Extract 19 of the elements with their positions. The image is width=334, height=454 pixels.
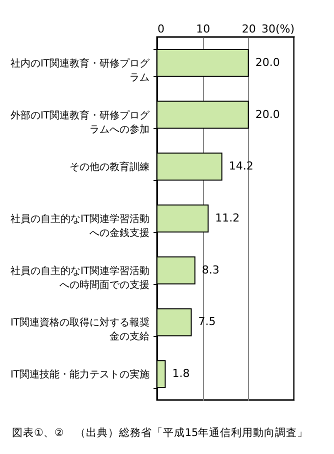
x-tick-label: 20 [242, 22, 256, 36]
x-tick-label: 10 [196, 22, 210, 36]
data-label: 11.2 [215, 212, 240, 224]
data-label: 1.8 [172, 367, 190, 380]
x-tick-label: 30(%) [261, 22, 294, 36]
y-tick-label: 社員の自主的なIT関連学習活動への金銭支援 [10, 213, 150, 239]
y-tick-label: IT関連資格の取得に対する報奨金の支給 [10, 316, 150, 343]
data-label: 8.3 [202, 263, 220, 276]
data-label: 14.2 [228, 160, 254, 173]
y-tick-label: 外部のIT関連教育・研修プログラムへの参加 [10, 109, 150, 136]
y-tick-label: 社員の自主的なIT関連学習活動への時間面での支援 [10, 264, 150, 291]
y-tick-label: IT関連技能・能力テストの実施 [10, 368, 150, 381]
text: 図表①、② （出典）総務省「平成15年通信利用動向調査」 [12, 426, 308, 440]
data-label: 20.0 [255, 56, 280, 69]
y-tick-label: 社内のIT関連教育・研修プログラム [10, 57, 150, 84]
data-label: 7.5 [198, 315, 216, 328]
y-tick-label: その他の教育訓練 [70, 161, 150, 174]
data-label: 20.0 [255, 108, 280, 121]
x-tick-label: 0 [158, 22, 164, 36]
